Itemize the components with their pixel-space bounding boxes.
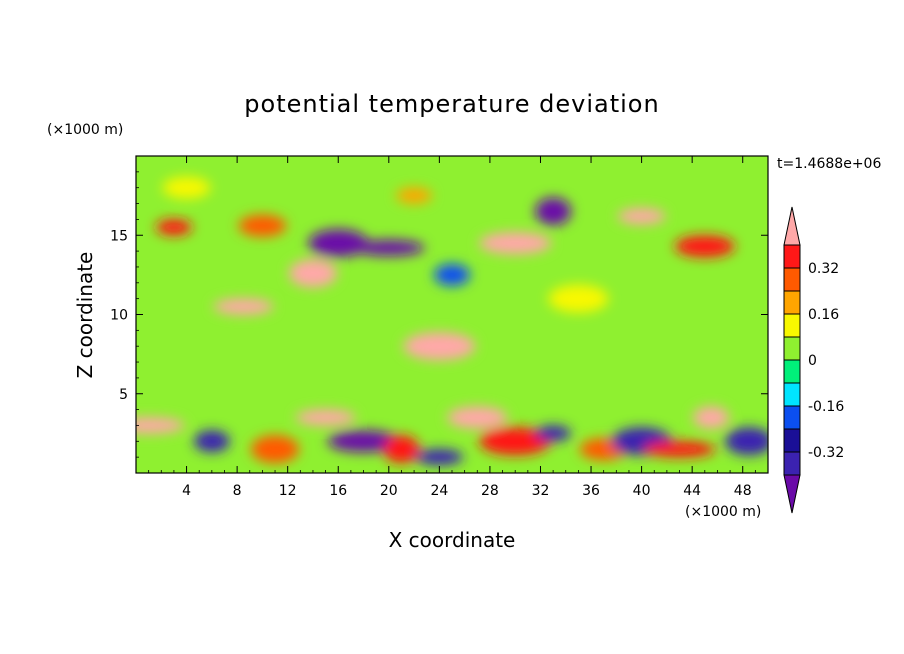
field-feature	[415, 449, 464, 466]
time-label: t=1.4688e+06	[777, 156, 881, 172]
field-feature	[352, 239, 425, 256]
field-feature	[617, 208, 666, 225]
x-tick-label: 12	[279, 483, 297, 499]
x-tick-label: 36	[582, 483, 600, 499]
plot-area	[136, 156, 768, 473]
x-tick-label: 8	[233, 483, 242, 499]
colorbar-bin	[783, 336, 801, 361]
x-tick-label: 16	[329, 483, 347, 499]
x-tick-label: 40	[633, 483, 651, 499]
colorbar-bin	[783, 428, 801, 453]
colorbar-extend-high	[783, 206, 801, 246]
field-feature	[693, 406, 730, 429]
field-feature	[213, 298, 274, 315]
field-feature	[155, 219, 192, 236]
field-feature	[383, 435, 420, 464]
field-feature	[674, 235, 735, 258]
field-feature	[479, 232, 552, 255]
field-feature	[548, 284, 609, 313]
colorbar-bin	[783, 405, 801, 430]
x-tick-label: 20	[380, 483, 398, 499]
field-feature	[403, 332, 476, 361]
x-axis-label: X coordinate	[389, 528, 516, 552]
field-feature	[136, 417, 185, 434]
field-feature	[251, 435, 300, 464]
field-features	[136, 176, 768, 466]
colorbar-bin	[783, 313, 801, 338]
field-feature	[238, 214, 287, 237]
chart-title: potential temperature deviation	[244, 90, 659, 118]
field-feature	[396, 187, 433, 204]
colorbar-extend-low	[783, 474, 801, 514]
field-feature	[479, 427, 552, 456]
y-tick-label: 5	[119, 387, 128, 403]
y-axis-ticks: 5 10 15	[110, 171, 768, 458]
colorbar-bin	[783, 267, 801, 292]
colorbar-label: 0	[808, 353, 817, 369]
y-tick-label: 15	[110, 228, 128, 244]
x-tick-label: 48	[734, 483, 752, 499]
colorbar-bin	[783, 382, 801, 407]
colorbar-bin	[783, 290, 801, 315]
colorbar-bin	[783, 359, 801, 384]
x-axis-ticks: 4 8 12 16 20 24 28 32 36 40 44 48	[148, 156, 756, 499]
colorbar-bin	[783, 451, 801, 476]
y-unit-label: (×1000 m)	[47, 122, 123, 138]
x-tick-label: 24	[430, 483, 448, 499]
field-feature	[643, 441, 716, 458]
field-feature	[308, 229, 369, 258]
colorbar-label: 0.32	[808, 261, 839, 277]
colorbar-label: 0.16	[808, 307, 839, 323]
x-tick-label: 4	[182, 483, 191, 499]
colorbar-bin	[783, 244, 801, 269]
colorbar: 0.32 0.16 0 -0.16 -0.32	[783, 206, 844, 514]
field-background	[136, 156, 768, 473]
field-feature	[434, 263, 470, 286]
x-tick-label: 44	[683, 483, 701, 499]
field-feature	[288, 259, 337, 288]
x-tick-label: 32	[532, 483, 550, 499]
y-tick-label: 10	[110, 308, 128, 324]
x-unit-label: (×1000 m)	[685, 504, 761, 520]
field-feature	[193, 430, 230, 453]
field-feature	[725, 427, 768, 456]
colorbar-label: -0.32	[808, 445, 844, 461]
field-feature	[162, 176, 211, 199]
field-feature	[295, 409, 356, 426]
y-axis-label: Z coordinate	[73, 252, 97, 379]
field-feature	[535, 425, 572, 442]
colorbar-label: -0.16	[808, 399, 844, 415]
field-feature	[535, 197, 572, 226]
x-tick-label: 28	[481, 483, 499, 499]
field-feature	[447, 406, 508, 429]
field-feature	[327, 430, 400, 453]
